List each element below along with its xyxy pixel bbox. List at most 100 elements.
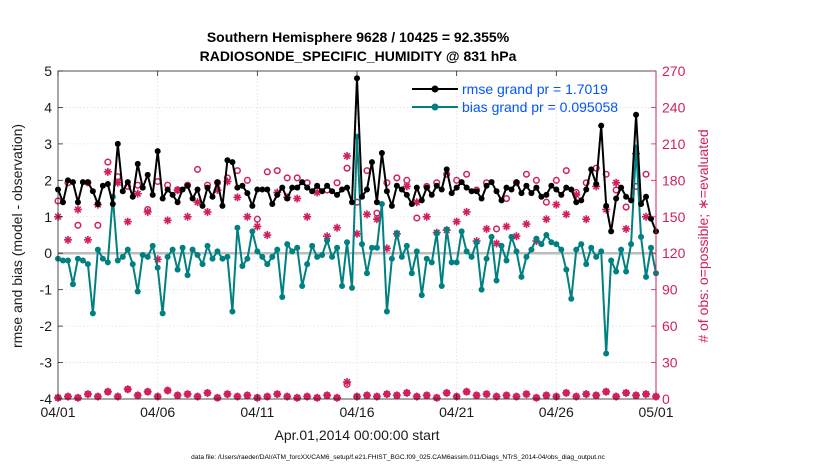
bias-series-point	[588, 244, 595, 251]
asterisk-stroke	[353, 230, 361, 238]
count-series-3-point	[243, 212, 252, 221]
count-series-3-point	[123, 217, 132, 226]
count-series-5-point	[273, 390, 282, 399]
asterisk-stroke	[642, 213, 650, 221]
rmse-series-point	[214, 179, 221, 186]
count-series-2-point	[263, 168, 271, 176]
count-series-5-point	[173, 391, 182, 400]
asterisk-stroke	[642, 390, 650, 398]
bias-series-point	[339, 283, 346, 290]
rmse-series-point	[413, 184, 420, 191]
y-tick-label-left: -4	[40, 391, 53, 407]
asterisk-stroke	[533, 394, 540, 402]
count-series-5-point	[333, 393, 342, 402]
rmse-series-point	[518, 190, 525, 197]
asterisk-stroke	[124, 218, 132, 226]
bias-series-point	[538, 241, 545, 248]
bias-series-point	[129, 261, 136, 268]
count-series-2-point	[522, 170, 530, 178]
rmse-series-point	[139, 184, 146, 191]
count-series-5-point	[422, 391, 431, 400]
rmse-series-point	[393, 182, 400, 189]
bias-series-point	[428, 259, 435, 266]
rmse-series-point	[423, 184, 430, 191]
rmse-series-point	[204, 184, 211, 191]
rmse-series-point	[363, 186, 370, 193]
count-series-5-point	[562, 388, 571, 397]
asterisk-stroke	[194, 393, 201, 400]
bias-series-point	[169, 246, 176, 253]
y-tick-label-left: 3	[44, 136, 52, 152]
count-series-3-point	[193, 198, 202, 207]
asterisk-stroke	[134, 190, 142, 198]
rmse-series-point	[74, 199, 81, 206]
bias-series-point	[124, 246, 131, 253]
count-series-2-point	[562, 167, 570, 175]
bias-series-point	[144, 253, 151, 260]
bias-series-point	[344, 239, 351, 246]
bias-series-point	[349, 284, 356, 291]
count-series-2-point	[492, 225, 501, 233]
rmse-series-point	[299, 179, 306, 186]
count-series-2-point	[104, 158, 112, 166]
asterisk-stroke	[582, 215, 590, 223]
count-series-3-point	[502, 222, 511, 231]
count-series-3-point	[163, 216, 172, 225]
asterisk-stroke	[343, 378, 351, 386]
asterisk-stroke	[423, 391, 431, 399]
bias-series-point	[59, 257, 66, 264]
count-series-2-point	[94, 221, 102, 229]
count-series-5-point	[392, 391, 401, 400]
bias-series-point	[578, 241, 585, 248]
rmse-series-point	[319, 188, 326, 195]
rmse-series-point	[613, 195, 620, 202]
bias-series-point	[623, 268, 630, 275]
rmse-series-point	[89, 188, 96, 195]
asterisk-stroke	[543, 391, 550, 399]
asterisk-stroke	[114, 179, 122, 187]
count-series-3-point	[293, 194, 302, 203]
bias-series-point	[453, 259, 460, 266]
rmse-series-point	[373, 199, 380, 206]
bias-series-point	[593, 253, 600, 260]
asterisk-stroke	[373, 393, 381, 400]
rmse-series-point	[144, 171, 151, 178]
bias-series-point	[244, 255, 251, 262]
bias-series-point	[598, 248, 605, 255]
count-series-3-point	[183, 212, 192, 221]
asterisk-stroke	[592, 391, 600, 399]
count-series-5-point	[482, 390, 491, 399]
bias-series-point	[518, 273, 525, 280]
rmse-series-point	[498, 197, 505, 204]
rmse-series-point	[269, 201, 276, 208]
bias-series-point	[134, 288, 141, 295]
asterisk-stroke	[323, 232, 331, 240]
bias-series-point	[443, 226, 450, 233]
count-series-5-point	[313, 393, 322, 402]
bias-series-point	[498, 242, 505, 249]
bias-series-point	[438, 283, 445, 290]
bias-series-point	[533, 235, 540, 242]
count-series-2-point	[413, 214, 421, 222]
bias-series-point	[164, 253, 171, 260]
bias-series-point	[234, 224, 241, 231]
y-tick-label-left: 2	[44, 172, 52, 188]
count-series-5-point	[203, 388, 212, 397]
y-tick-label-left: 5	[44, 63, 52, 79]
rmse-series-point	[513, 179, 520, 186]
count-series-5-point	[412, 392, 421, 401]
bias-series-point	[224, 253, 231, 260]
asterisk-stroke	[124, 385, 132, 393]
asterisk-stroke	[493, 240, 500, 247]
bias-series-point	[398, 253, 405, 260]
bias-series-point	[214, 248, 221, 255]
x-axis-label: Apr.01,2014 00:00:00 start	[274, 427, 439, 443]
count-series-5-point	[133, 391, 142, 400]
bias-series-point	[628, 241, 635, 248]
count-series-3-point	[622, 224, 631, 233]
bias-series-point	[468, 253, 475, 260]
legend-bias-marker	[431, 103, 439, 111]
asterisk-stroke	[572, 393, 580, 400]
bias-series-point	[74, 255, 81, 262]
count-series-5-point	[183, 390, 192, 399]
